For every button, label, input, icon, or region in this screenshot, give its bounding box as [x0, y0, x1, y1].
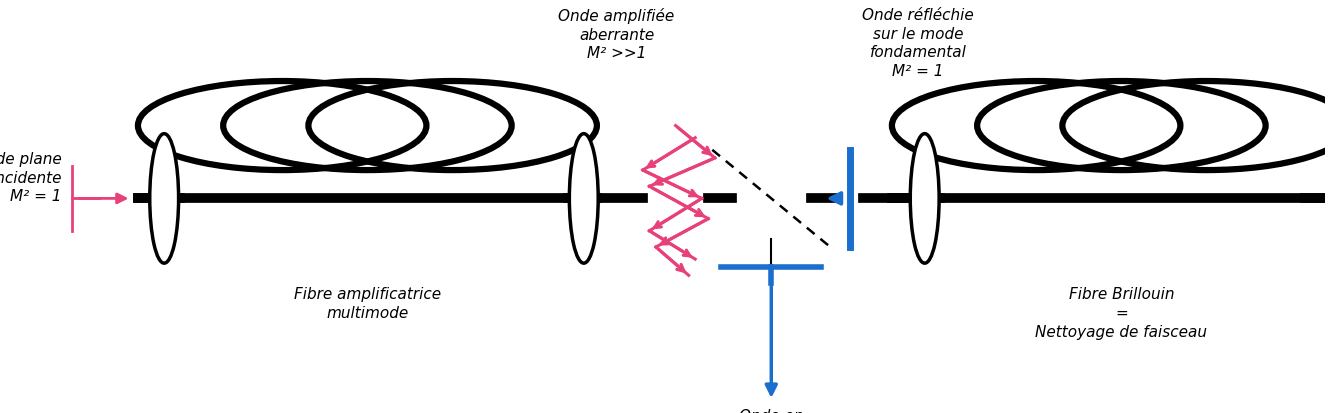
Text: Fibre Brillouin
=
Nettoyage de faisceau: Fibre Brillouin = Nettoyage de faisceau	[1036, 287, 1207, 339]
Ellipse shape	[570, 134, 598, 263]
Ellipse shape	[910, 134, 939, 263]
Ellipse shape	[150, 134, 178, 263]
Text: Onde réfléchie
sur le mode
fondamental
M² = 1: Onde réfléchie sur le mode fondamental M…	[862, 8, 974, 79]
Text: Onde amplifiée
aberrante
M² >>1: Onde amplifiée aberrante M² >>1	[558, 8, 674, 62]
Text: Onde plane
incidente
M² = 1: Onde plane incidente M² = 1	[0, 152, 62, 204]
Text: Fibre amplificatrice
multimode: Fibre amplificatrice multimode	[294, 287, 442, 321]
Text: Onde en
sortie
M² = 1: Onde en sortie M² = 1	[739, 409, 804, 413]
